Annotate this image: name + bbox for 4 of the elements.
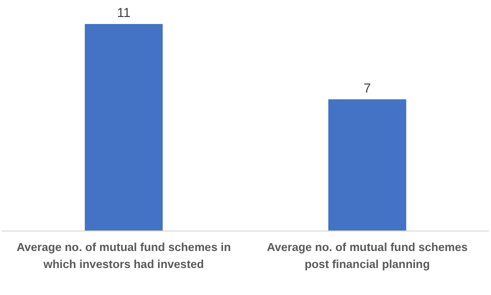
x-tick-label: Average no. of mutual fund schemes post financial planning (266, 242, 468, 271)
data-label: 7 (364, 80, 371, 96)
x-tick-label: Average no. of mutual fund schemes in which investors had invested (16, 242, 231, 271)
data-label: 11 (117, 5, 130, 20)
